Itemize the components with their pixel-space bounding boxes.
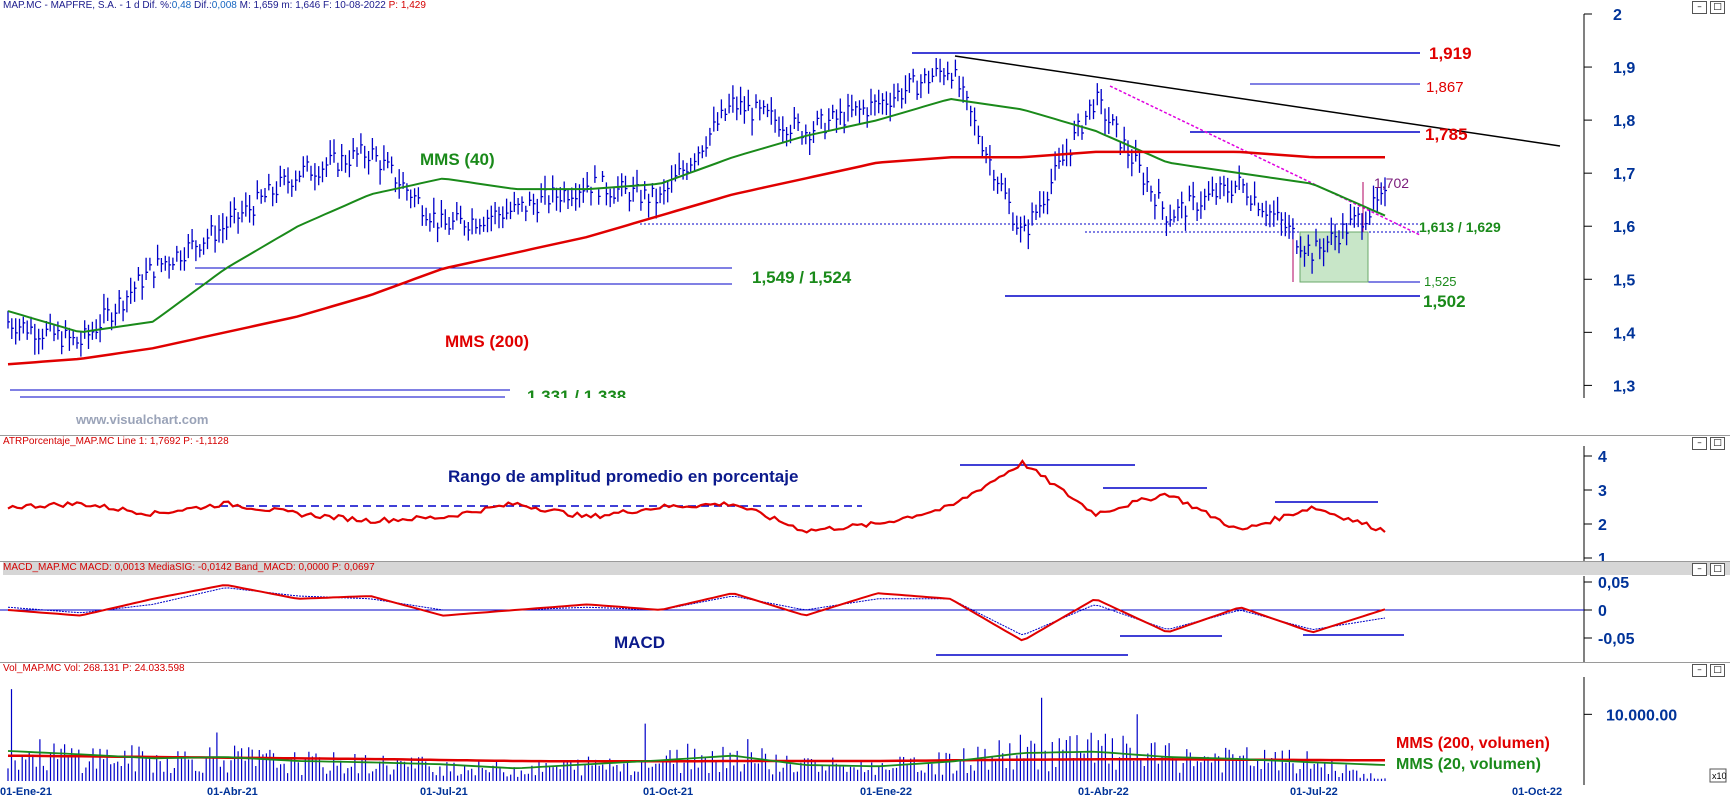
atr-panel: ATRPorcentaje_MAP.MC Line 1: 1,7692 P: -… [0,435,1730,562]
max-value: M: 1,659 [239,0,279,11]
macd-axis: 0,05 0 -0,05 [1584,575,1635,648]
price-tick-label: 1,6 [1613,219,1635,236]
price-panel: MAP.MC - MAPFRE, S.A. - 1 d Dif. %:0,48 … [0,0,1730,427]
atr-minimize-button[interactable]: – [1692,437,1707,450]
price-tick-label: 1,9 [1613,60,1635,77]
price-axis: 2 1,9 1,8 1,7 1,6 1,5 1,4 1,3 [1584,7,1635,395]
price-tick-label: 2 [1613,7,1622,24]
timeframe-label: 1 d [125,0,140,11]
x-tick-label: 01-Oct-21 [643,786,694,798]
price-chart: 2 1,9 1,8 1,7 1,6 1,5 1,4 1,3 MMS (40) MMS (200… [7,7,1635,398]
dif-value: 0,008 [211,0,237,11]
price-tick-label: 1,7 [1613,166,1635,183]
atr-line [7,459,1386,534]
volume-bars [7,689,1386,781]
level-1613: 1,613 / 1,629 [1419,219,1501,235]
x-tick-label: 01-Abr-21 [207,786,258,798]
price-tick-label: 1,4 [1613,325,1635,342]
vol-header-text: Vol_MAP.MC Vol: 268.131 P: 24.033.598 [3,663,185,674]
macd-line [7,584,1386,642]
macd-restore-button[interactable]: □ [1710,563,1725,576]
price-tick-label: 1,5 [1613,272,1635,289]
volume-axis: 10.000.00 [1584,707,1677,724]
level-1867: 1,867 [1426,79,1464,96]
vol-restore-button[interactable]: □ [1710,664,1725,677]
volume-chart: 10.000.00 MMS (200, volumen) MMS (20, vo… [7,677,1727,785]
volume-panel-header: Vol_MAP.MC Vol: 268.131 P: 24.033.598 [3,663,185,674]
level-1702: 1,702 [1374,175,1409,191]
date-value: F: 10-08-2022 [323,0,386,11]
x10-badge[interactable] [1709,768,1727,783]
atr-tick-label: 4 [1598,449,1607,466]
macd-panel-header: MACD_MAP.MC MACD: 0,0013 MediaSIG: -0,01… [3,562,1730,575]
macd-tick-label: 0,05 [1598,575,1629,592]
atr-tick-label: 1 [1598,551,1607,562]
vol-mms20-line [7,750,1386,770]
mms40-line [7,97,1386,333]
vol-tick-label: 10.000.00 [1606,707,1677,724]
level-1549: 1,549 / 1,524 [752,268,852,287]
vol-mms20-label: MMS (20, volumen) [1396,756,1541,773]
level-1331: 1,331 / 1,338 [527,387,626,398]
macd-tick-label: -0,05 [1598,631,1635,648]
x-tick-label: 01-Abr-22 [1078,786,1129,798]
minimize-button[interactable]: – [1692,1,1707,14]
atr-chart: 4 3 2 1 Rango de amplitud promedio en porce… [7,446,1607,562]
atr-panel-header: ATRPorcentaje_MAP.MC Line 1: 1,7692 P: -… [3,436,229,447]
dif-pct-label: Dif. %: [142,0,172,11]
restore-button[interactable]: □ [1710,1,1725,14]
level-1919: 1,919 [1429,44,1472,63]
vol-mms200-label: MMS (200, volumen) [1396,735,1550,752]
x-tick-label: 01-Oct-22 [1512,786,1563,798]
atr-title: Rango de amplitud promedio en porcentaje [448,467,798,486]
min-value: m: 1,646 [281,0,321,11]
watermark: www.visualchart.com [76,412,209,427]
level-1785: 1,785 [1425,125,1468,144]
mms200-line [7,150,1385,366]
volume-panel: Vol_MAP.MC Vol: 268.131 P: 24.033.598 – … [0,662,1730,785]
x-tick-label: 01-Ene-22 [860,786,912,798]
price-tick-label: 1,3 [1613,378,1635,395]
x10-label: x10 [1712,771,1727,781]
level-1502: 1,502 [1423,292,1466,311]
level-1525: 1,525 [1424,274,1457,289]
macd-tick-label: 0 [1598,603,1607,620]
dif-label: Dif.: [194,0,212,11]
macd-header-text: MACD_MAP.MC MACD: 0,0013 MediaSIG: -0,01… [3,562,375,573]
dif-pct-value: 0,48 [171,0,192,11]
price-panel-header: MAP.MC - MAPFRE, S.A. - 1 d Dif. %:0,48 … [3,0,426,11]
symbol-label: MAP.MC - MAPFRE, S.A. - [3,0,123,11]
x-axis: 01-Ene-21 01-Abr-21 01-Jul-21 01-Oct-21 01-E… [0,784,1584,799]
price-value: P: 1,429 [388,0,426,11]
x-tick-label: 01-Jul-22 [1290,786,1338,798]
atr-tick-label: 3 [1598,483,1607,500]
x-tick-label: 01-Jul-21 [420,786,468,798]
vol-minimize-button[interactable]: – [1692,664,1707,677]
atr-restore-button[interactable]: □ [1710,437,1725,450]
price-bars [7,58,1387,357]
macd-signal-line [7,587,1386,636]
price-tick-label: 1,8 [1613,113,1635,130]
macd-title: MACD [614,633,665,652]
macd-minimize-button[interactable]: – [1692,563,1707,576]
mms40-label: MMS (40) [420,150,495,169]
atr-axis: 4 3 2 1 [1584,449,1607,562]
atr-tick-label: 2 [1598,517,1607,534]
macd-panel: MACD_MAP.MC MACD: 0,0013 MediaSIG: -0,01… [0,561,1730,663]
macd-chart: 0,05 0 -0,05 MACD [0,575,1635,663]
x-tick-label: 01-Ene-21 [0,786,52,798]
mms200-label: MMS (200) [445,332,529,351]
atr-header-text: ATRPorcentaje_MAP.MC Line 1: 1,7692 P: -… [3,436,229,447]
